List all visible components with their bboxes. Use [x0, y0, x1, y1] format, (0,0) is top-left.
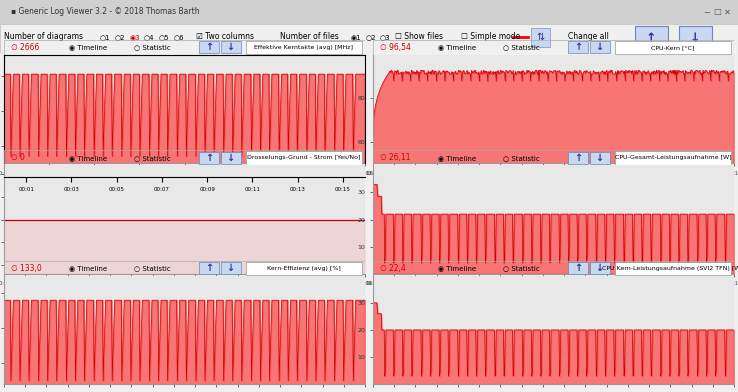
Text: ○4: ○4	[144, 34, 154, 40]
Text: ∅ 26,11: ∅ 26,11	[380, 153, 410, 162]
FancyBboxPatch shape	[615, 41, 731, 54]
Text: ○5: ○5	[159, 34, 169, 40]
FancyBboxPatch shape	[246, 151, 362, 165]
Text: Kern-Effizienz (avg) [%]: Kern-Effizienz (avg) [%]	[267, 266, 341, 271]
FancyBboxPatch shape	[590, 262, 610, 274]
Text: Drosselungs-Grund - Strom [Yes/No]: Drosselungs-Grund - Strom [Yes/No]	[247, 155, 361, 160]
Text: ∅ 96,54: ∅ 96,54	[380, 43, 411, 52]
Text: ◉ Timeline: ◉ Timeline	[438, 44, 476, 51]
FancyBboxPatch shape	[568, 262, 588, 274]
X-axis label: Time: Time	[176, 181, 193, 187]
Text: ↓: ↓	[227, 42, 235, 53]
FancyBboxPatch shape	[199, 262, 219, 274]
FancyBboxPatch shape	[615, 151, 731, 165]
Text: ↑: ↑	[204, 42, 213, 53]
Text: ○2: ○2	[365, 34, 376, 40]
Text: Number of files: Number of files	[280, 32, 339, 41]
FancyBboxPatch shape	[221, 262, 241, 274]
Text: ○ Statistic: ○ Statistic	[503, 265, 539, 271]
Text: ○6: ○6	[173, 34, 184, 40]
FancyBboxPatch shape	[531, 28, 550, 47]
Text: ◉ Timeline: ◉ Timeline	[438, 155, 476, 161]
Text: ↑: ↑	[204, 153, 213, 163]
Text: ↑: ↑	[573, 263, 582, 273]
Text: ↓: ↓	[596, 263, 604, 273]
Text: ◉3: ◉3	[129, 34, 139, 40]
FancyBboxPatch shape	[221, 152, 241, 164]
Text: ↑: ↑	[573, 153, 582, 163]
Text: ↓: ↓	[596, 42, 604, 53]
Text: ↓: ↓	[227, 153, 235, 163]
Text: ○ Statistic: ○ Statistic	[134, 155, 170, 161]
Text: ↓: ↓	[227, 263, 235, 273]
FancyBboxPatch shape	[199, 42, 219, 53]
Text: CPU-Kern [°C]: CPU-Kern [°C]	[651, 45, 694, 50]
Text: □: □	[714, 7, 721, 16]
Text: ▪ Generic Log Viewer 3.2 - © 2018 Thomas Barth: ▪ Generic Log Viewer 3.2 - © 2018 Thomas…	[11, 7, 200, 16]
Text: ○3: ○3	[380, 34, 390, 40]
X-axis label: Time: Time	[545, 181, 562, 187]
Text: ⇅: ⇅	[537, 32, 545, 42]
Text: ↑: ↑	[204, 263, 213, 273]
X-axis label: Time: Time	[545, 292, 562, 298]
Text: ◉ Timeline: ◉ Timeline	[69, 265, 107, 271]
Text: ↓: ↓	[596, 153, 604, 163]
Text: ∅ 133,0: ∅ 133,0	[11, 264, 41, 273]
Text: CPU-Gesamt-Leistungsaufnahme [W]: CPU-Gesamt-Leistungsaufnahme [W]	[615, 155, 731, 160]
Text: Change all: Change all	[568, 32, 609, 41]
Text: Effektive Kerntakte (avg) [MHz]: Effektive Kerntakte (avg) [MHz]	[255, 45, 354, 50]
Text: CPU Kern-Leistungsaufnahme (SVI2 TFN) [W]: CPU Kern-Leistungsaufnahme (SVI2 TFN) [W…	[602, 266, 738, 271]
FancyBboxPatch shape	[568, 42, 588, 53]
Text: ↓: ↓	[690, 32, 700, 45]
FancyBboxPatch shape	[221, 42, 241, 53]
Text: ◉ Timeline: ◉ Timeline	[69, 44, 107, 51]
FancyBboxPatch shape	[679, 27, 712, 50]
Text: ○1: ○1	[100, 34, 110, 40]
Text: ↑: ↑	[573, 42, 582, 53]
Text: ☑ Two columns: ☑ Two columns	[196, 32, 254, 41]
Text: ∅ 2666: ∅ 2666	[11, 43, 39, 52]
FancyBboxPatch shape	[615, 261, 731, 275]
Text: ◉1: ◉1	[351, 34, 361, 40]
FancyBboxPatch shape	[635, 27, 668, 50]
Text: ☐ Show files: ☐ Show files	[395, 32, 443, 41]
Text: ∅ 22,4: ∅ 22,4	[380, 264, 406, 273]
Text: Number of diagrams: Number of diagrams	[4, 32, 83, 41]
Text: ✕: ✕	[724, 7, 731, 16]
Text: ○ Statistic: ○ Statistic	[134, 265, 170, 271]
Text: ☐ Simple mode: ☐ Simple mode	[461, 32, 520, 41]
FancyBboxPatch shape	[590, 42, 610, 53]
FancyBboxPatch shape	[246, 261, 362, 275]
Text: ↑: ↑	[646, 32, 656, 45]
Text: ○2: ○2	[114, 34, 125, 40]
X-axis label: Time: Time	[176, 292, 193, 298]
Text: ◉ Timeline: ◉ Timeline	[69, 155, 107, 161]
FancyBboxPatch shape	[199, 152, 219, 164]
Text: ○ Statistic: ○ Statistic	[134, 44, 170, 51]
FancyBboxPatch shape	[568, 152, 588, 164]
Text: ∅ 0: ∅ 0	[11, 153, 25, 162]
Text: ○ Statistic: ○ Statistic	[503, 44, 539, 51]
FancyBboxPatch shape	[590, 152, 610, 164]
Text: ○ Statistic: ○ Statistic	[503, 155, 539, 161]
FancyBboxPatch shape	[246, 41, 362, 54]
Text: ◉ Timeline: ◉ Timeline	[438, 265, 476, 271]
Text: ─: ─	[705, 7, 709, 16]
